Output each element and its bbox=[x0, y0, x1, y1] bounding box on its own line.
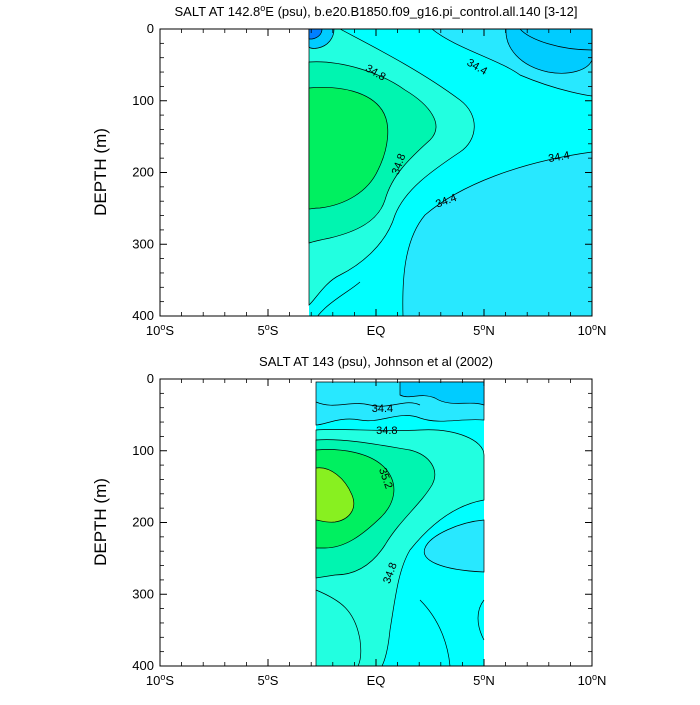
top-x-tick-label: 5oS bbox=[258, 322, 279, 338]
top-x-tick-label: 10oS bbox=[146, 322, 174, 338]
top-panel: SALT AT 142.8oE (psu), b.e20.B1850.f09_g… bbox=[91, 3, 606, 338]
top-y-axis-label: DEPTH (m) bbox=[91, 128, 110, 216]
bottom-y-axis: 0 100 200 300 400 bbox=[132, 371, 592, 673]
top-y-tick-label: 300 bbox=[132, 236, 154, 251]
top-x-axis: 10oS 5oS EQ 5oN 10oN bbox=[146, 29, 607, 338]
bottom-y-axis-label: DEPTH (m) bbox=[91, 478, 110, 566]
bottom-x-tick-label: EQ bbox=[367, 673, 386, 688]
bottom-panel: SALT AT 143 (psu), Johnson et al (2002) … bbox=[91, 354, 606, 688]
bottom-surface-layer-0 bbox=[399, 381, 485, 406]
bottom-panel-title: SALT AT 143 (psu), Johnson et al (2002) bbox=[259, 354, 493, 369]
top-deep-fresh bbox=[402, 151, 592, 316]
bottom-contour-label: 34.8 bbox=[376, 425, 397, 437]
bottom-y-tick-label: 100 bbox=[132, 443, 154, 458]
top-y-tick-label: 100 bbox=[132, 93, 154, 108]
bottom-x-axis: 10oS 5oS EQ 5oN 10oN bbox=[146, 379, 607, 688]
top-y-axis: 0 100 200 300 400 bbox=[132, 21, 592, 323]
top-y-tick-label: 400 bbox=[132, 308, 154, 323]
top-contour-label: 34.4 bbox=[547, 150, 570, 166]
top-x-tick-label: 5oN bbox=[473, 322, 495, 338]
bottom-x-tick-label: 10oS bbox=[146, 672, 174, 688]
top-x-tick-label: 10oN bbox=[578, 322, 607, 338]
bottom-saline-max bbox=[315, 467, 355, 523]
bottom-x-tick-label: 5oN bbox=[473, 672, 495, 688]
bottom-y-tick-label: 400 bbox=[132, 658, 154, 673]
top-x-tick-label: EQ bbox=[367, 323, 386, 338]
top-salinity-field bbox=[308, 29, 592, 316]
top-y-tick-label: 0 bbox=[147, 21, 154, 36]
top-panel-title: SALT AT 142.8oE (psu), b.e20.B1850.f09_g… bbox=[175, 3, 578, 19]
bottom-y-tick-label: 0 bbox=[147, 371, 154, 386]
bottom-x-tick-label: 5oS bbox=[258, 672, 279, 688]
top-saline-core bbox=[308, 87, 389, 210]
bottom-y-tick-label: 300 bbox=[132, 586, 154, 601]
bottom-salinity-field bbox=[315, 381, 485, 666]
bottom-contour-label: 34.4 bbox=[372, 403, 393, 415]
top-freshest-core bbox=[505, 29, 592, 74]
bottom-x-tick-label: 10oN bbox=[578, 672, 607, 688]
top-y-tick-label: 200 bbox=[132, 165, 154, 180]
bottom-y-tick-label: 200 bbox=[132, 515, 154, 530]
bottom-deep-fresh bbox=[423, 519, 485, 573]
